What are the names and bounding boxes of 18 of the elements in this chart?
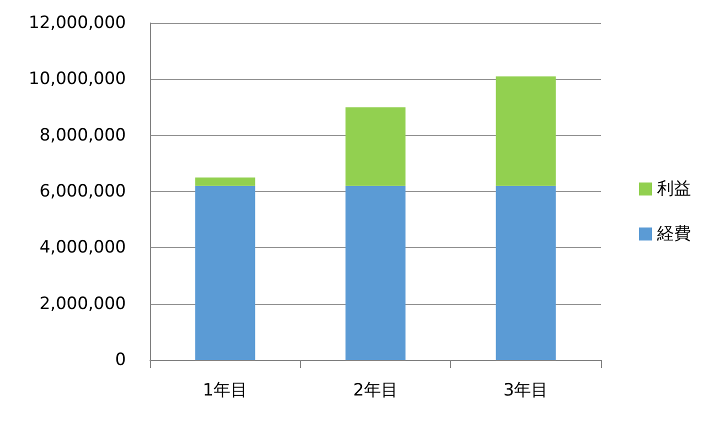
x-tick-label: 2年目	[353, 380, 398, 400]
bar	[195, 186, 256, 360]
legend-label: 経費	[656, 224, 691, 244]
y-tick-label: 4,000,000	[39, 238, 126, 258]
bar	[195, 177, 256, 186]
y-tick-label: 0	[115, 350, 126, 370]
bar	[496, 76, 556, 186]
x-tick-label: 1年目	[202, 380, 248, 400]
y-tick-label: 12,000,000	[28, 13, 126, 33]
y-tick-label: 8,000,000	[39, 125, 126, 146]
legend-label: 利益	[657, 179, 691, 199]
y-tick-label: 10,000,000	[28, 69, 126, 90]
bar	[346, 186, 406, 360]
x-tick-label: 3年目	[503, 380, 548, 400]
bar	[496, 186, 556, 360]
y-tick-label: 2,000,000	[39, 294, 126, 314]
y-tick-label: 6,000,000	[39, 182, 126, 202]
bar	[346, 107, 406, 186]
